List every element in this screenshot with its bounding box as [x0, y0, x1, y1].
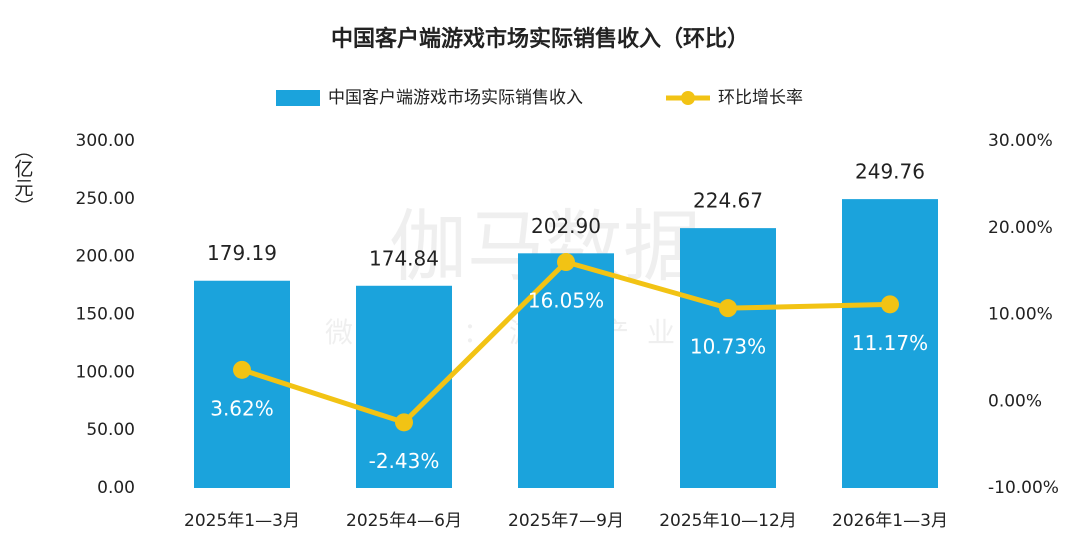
y2-tick-label: 0.00%: [988, 391, 1042, 411]
line-value-label: 10.73%: [690, 335, 766, 359]
y-tick-label: 200.00: [76, 247, 135, 267]
bar-value-label: 202.90: [531, 214, 601, 238]
y-tick-label: 100.00: [76, 362, 135, 382]
line-value-label: -2.43%: [369, 449, 440, 473]
y-tick-label: 50.00: [86, 420, 135, 440]
x-tick-label: 2025年7—9月: [508, 511, 624, 531]
line-point: [557, 253, 575, 272]
bar-value-label: 174.84: [369, 246, 439, 270]
bar: [680, 228, 776, 488]
bar: [842, 199, 938, 488]
bar-value-label: 179.19: [207, 241, 277, 265]
y2-tick-label: -10.00%: [988, 478, 1059, 498]
x-tick-label: 2026年1—3月: [832, 511, 948, 531]
x-tick-label: 2025年10—12月: [659, 511, 797, 531]
line-point: [233, 360, 251, 379]
legend-label: 环比增长率: [718, 88, 803, 108]
legend-swatch: [681, 91, 695, 105]
y2-tick-label: 10.00%: [988, 305, 1053, 325]
y-axis-label: （亿元）: [12, 140, 34, 216]
line-point: [719, 299, 737, 318]
y-tick-label: 250.00: [76, 189, 135, 209]
bar: [356, 285, 452, 488]
bar-value-label: 224.67: [693, 189, 763, 213]
x-tick-label: 2025年1—3月: [184, 511, 300, 531]
line-point: [395, 413, 413, 432]
line-point: [881, 295, 899, 314]
y-tick-label: 150.00: [76, 305, 135, 325]
x-tick-label: 2025年4—6月: [346, 511, 462, 531]
line-value-label: 16.05%: [528, 289, 604, 313]
line-value-label: 11.17%: [852, 331, 928, 355]
line-value-label: 3.62%: [210, 396, 274, 420]
chart-title: 中国客户端游戏市场实际销售收入（环比）: [331, 26, 749, 52]
y2-tick-label: 20.00%: [988, 218, 1053, 238]
legend-swatch: [276, 90, 320, 106]
bar: [194, 280, 290, 488]
bar-value-label: 249.76: [855, 160, 925, 184]
y-tick-label: 300.00: [76, 131, 135, 151]
y-tick-label: 0.00: [97, 478, 135, 498]
legend-label: 中国客户端游戏市场实际销售收入: [328, 88, 583, 108]
y2-tick-label: 30.00%: [988, 131, 1053, 151]
